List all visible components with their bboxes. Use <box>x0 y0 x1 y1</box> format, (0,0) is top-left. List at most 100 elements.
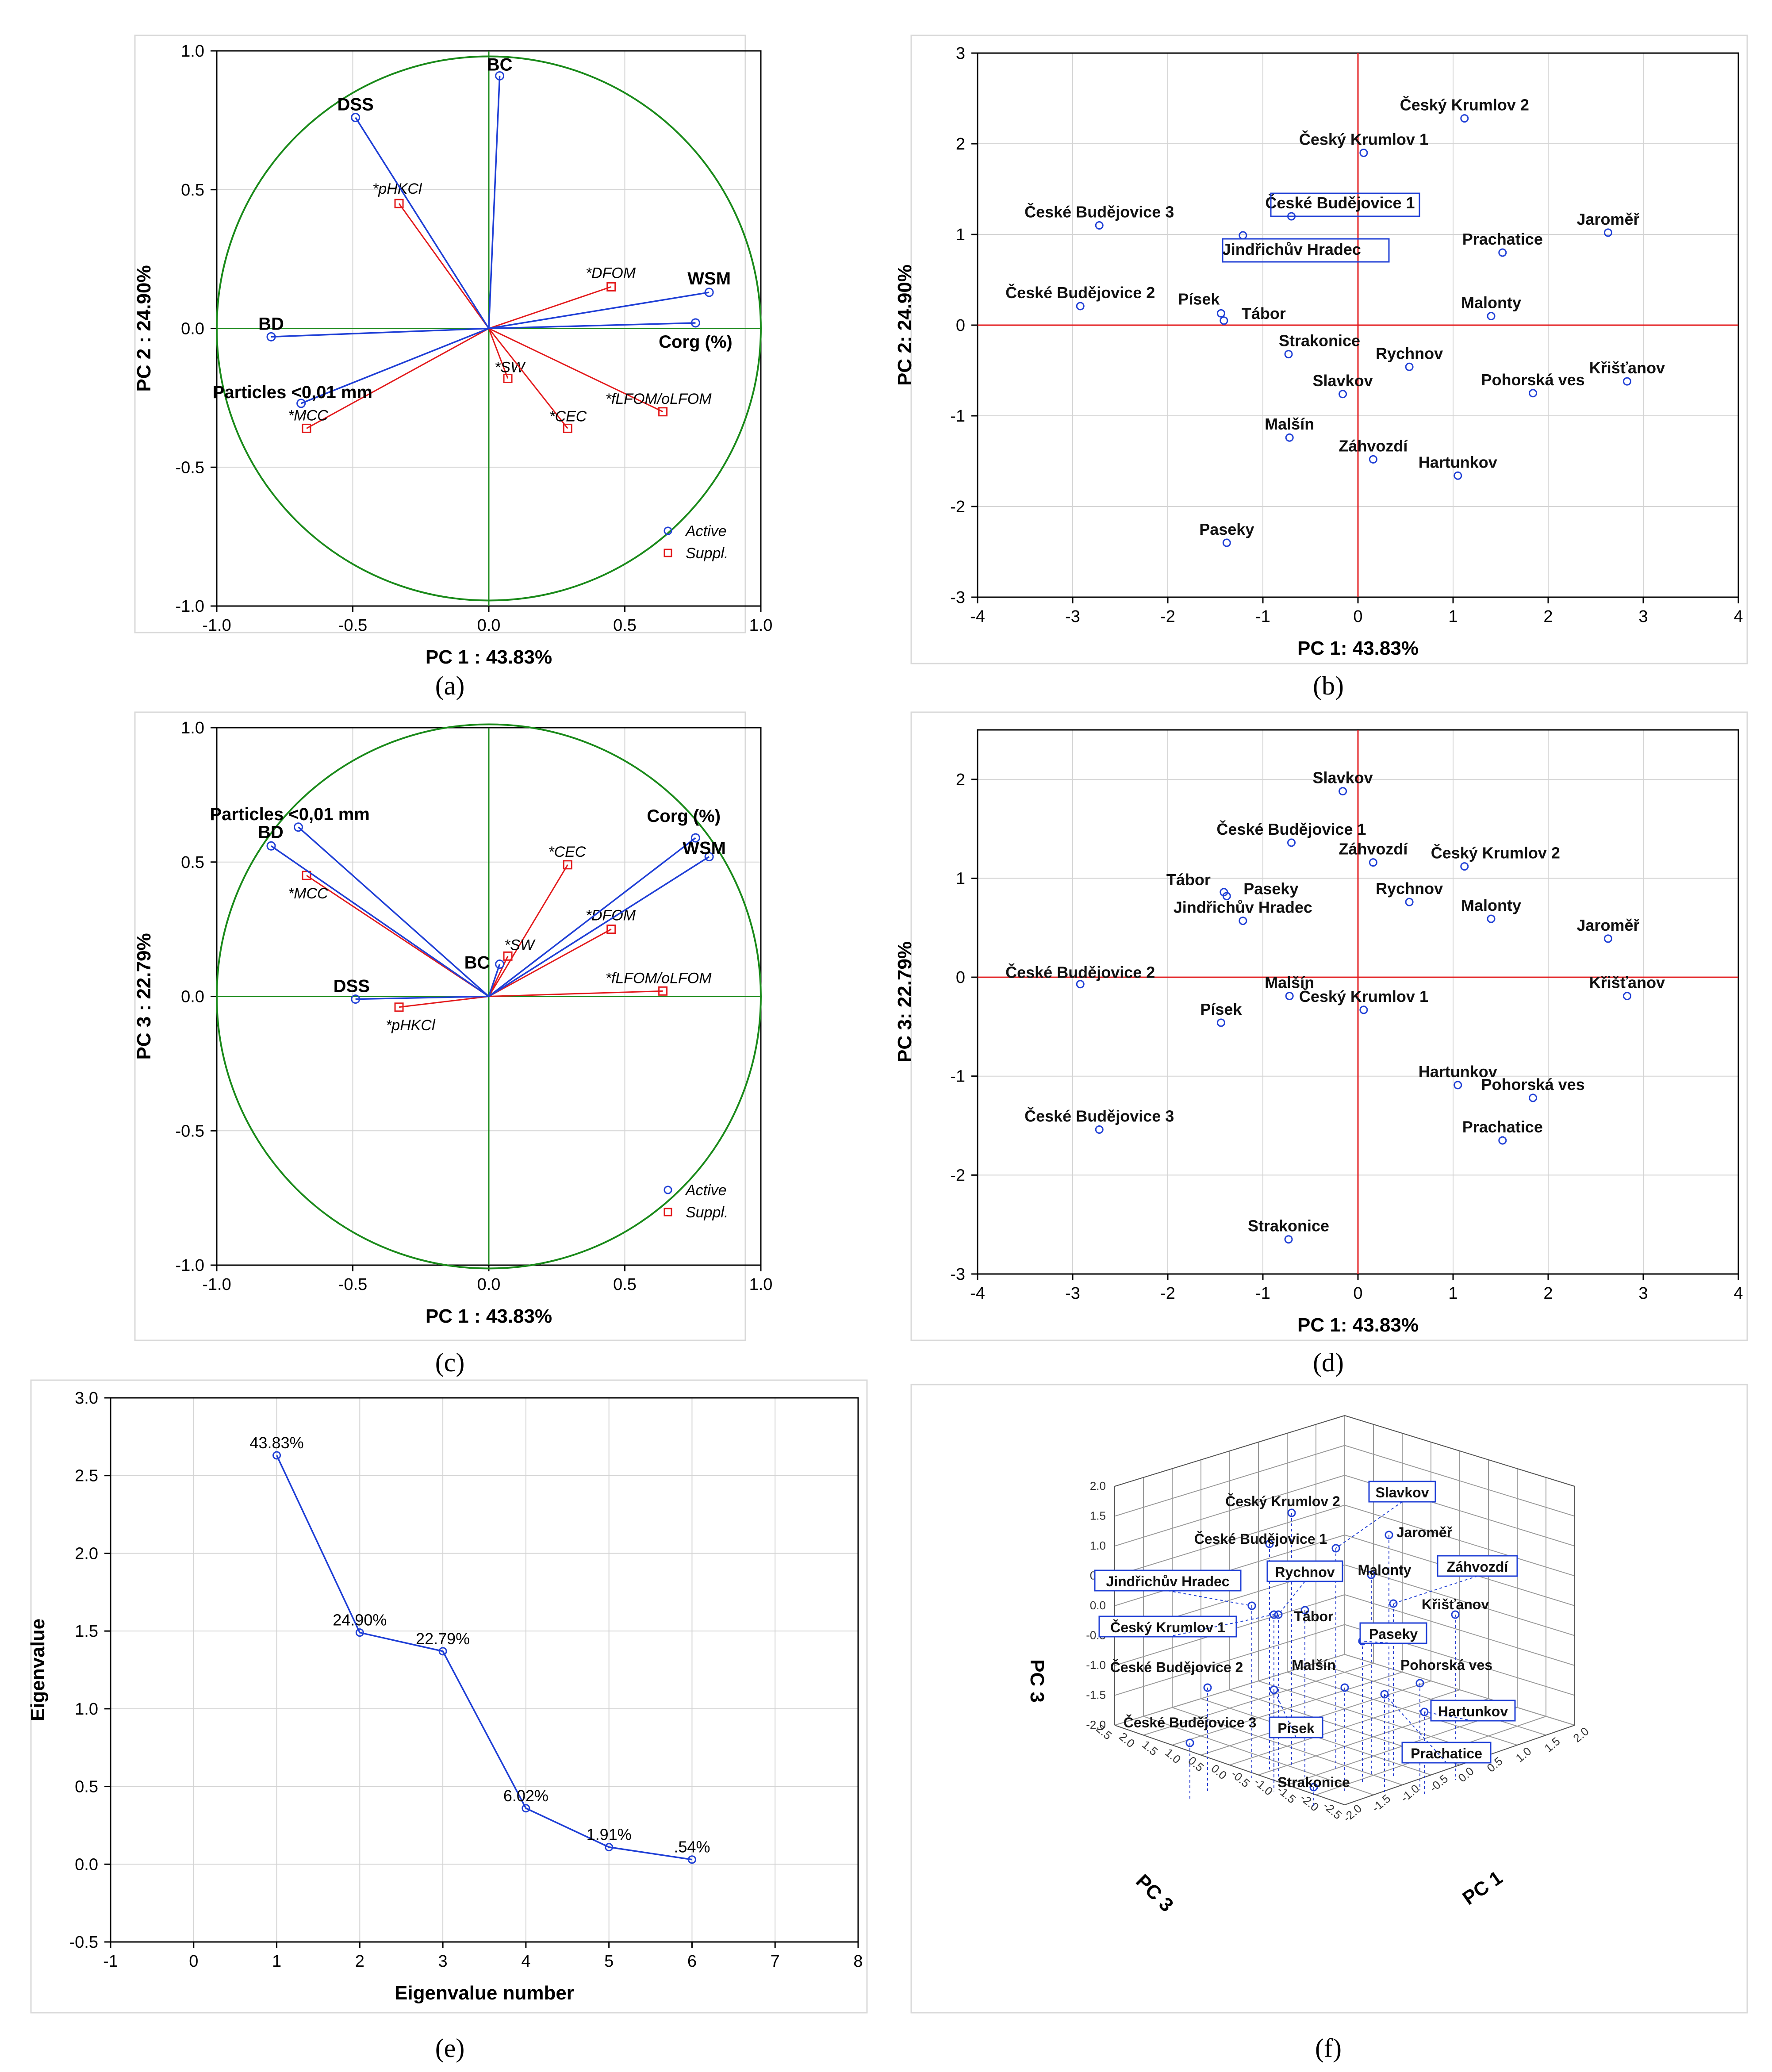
point-label: Malšín <box>1265 974 1314 992</box>
panel-f-frame <box>910 1384 1748 2014</box>
floor-grid <box>1316 1663 1546 1736</box>
x-tick-label: 1 <box>1448 607 1457 626</box>
score-point <box>1239 917 1247 925</box>
score-point <box>1216 309 1225 318</box>
active-vector <box>488 322 696 330</box>
active-vector <box>298 826 490 997</box>
x-tick-label: 4 <box>521 1952 530 1971</box>
box-edge <box>1344 1725 1575 1805</box>
x-tick-label: 7 <box>771 1952 780 1971</box>
point-3d <box>1420 1707 1429 1716</box>
eigen-data-label: 22.79% <box>416 1630 470 1648</box>
point-label: Hartunkov <box>1438 1704 1508 1719</box>
point-label: Malonty <box>1358 1562 1411 1578</box>
x-axis-label: Eigenvalue number <box>395 1982 574 2004</box>
active-vector <box>488 856 710 997</box>
wall-grid <box>1344 1445 1575 1517</box>
point-label: České Budějovice 3 <box>1024 1106 1174 1125</box>
y-tick-label: -0.5 <box>69 1933 98 1952</box>
eigen-data-label: 24.90% <box>333 1611 387 1629</box>
point-label: Hartunkov <box>1419 1063 1497 1081</box>
suppl-vector <box>488 990 663 997</box>
y-tick-label: 0.0 <box>181 320 204 338</box>
active-point <box>266 841 276 851</box>
x-tick-label: 2 <box>1543 607 1553 626</box>
point-label: Tábor <box>1242 304 1286 322</box>
y-tick-label: 2 <box>956 135 965 153</box>
point-label: Křišťanov <box>1422 1596 1489 1612</box>
score-point <box>1222 892 1231 901</box>
panel-c-frame <box>134 711 746 1341</box>
suppl-point <box>503 373 513 383</box>
score-point <box>1369 858 1377 867</box>
y-tick-label: 3 <box>956 44 965 63</box>
label-leader <box>1273 1689 1296 1738</box>
point-label: Strakonice <box>1248 1217 1329 1235</box>
suppl-label: *fLFOM/oLFOM <box>606 970 712 986</box>
point-3d <box>1270 1685 1278 1694</box>
point-label: Malšín <box>1265 415 1314 433</box>
point-label: Slavkov <box>1376 1485 1429 1500</box>
panel-d-marks: Slavkov České Budějovice 1 Záhvozdí Český K… <box>978 730 1738 1274</box>
point-label: Jaroměř <box>1576 916 1639 934</box>
point-3d <box>1300 1606 1309 1615</box>
score-point <box>1405 362 1414 371</box>
point-label: Strakonice <box>1277 1774 1350 1790</box>
label-box <box>1098 1615 1237 1638</box>
active-vector <box>301 327 489 404</box>
point-3d <box>1389 1599 1398 1608</box>
active-vector <box>488 76 501 329</box>
x-tick-label: 3 <box>438 1952 448 1971</box>
score-point <box>1284 350 1293 359</box>
y-axis-label: PC 3 : 22.79% <box>133 933 155 1059</box>
label-box <box>1437 1555 1518 1577</box>
x-tick-label: -0.5 <box>338 616 367 635</box>
score-point <box>1405 898 1414 906</box>
y-tick-label: 0.0 <box>75 1855 98 1874</box>
y-tick-label: 1.5 <box>75 1622 98 1641</box>
suppl-vector <box>399 996 489 1008</box>
score-point <box>1454 1081 1462 1090</box>
active-label: Corg (%) <box>659 332 733 352</box>
box-edge <box>1114 1415 1345 1487</box>
score-point <box>1460 862 1469 871</box>
y-tick-label: 1 <box>956 226 965 244</box>
eigen-point <box>687 1855 696 1864</box>
suppl-point <box>563 860 572 870</box>
suppl-vector <box>488 328 509 379</box>
eigen-point <box>605 1843 614 1852</box>
point-label: Písek <box>1277 1720 1315 1736</box>
suppl-vector <box>488 929 612 997</box>
panel-b-frame <box>910 35 1748 664</box>
suppl-point <box>658 986 668 996</box>
y-tick-label: -2 <box>950 1166 965 1185</box>
eigen-line <box>276 1455 692 1861</box>
score-point <box>1222 538 1231 547</box>
eigen-point <box>272 1451 281 1460</box>
legend-suppl-label: Suppl. <box>686 545 728 562</box>
suppl-point <box>606 282 616 292</box>
y-tick-label: 2.5 <box>75 1467 98 1485</box>
eigen-data-label: 1.91% <box>587 1826 632 1844</box>
x-tick-label: 0 <box>1353 607 1362 626</box>
score-point <box>1529 1094 1538 1102</box>
point-label: Rychnov <box>1376 344 1443 362</box>
active-vector <box>488 292 710 330</box>
point-label: České Budějovice 3 <box>1024 203 1174 221</box>
x-tick-label: 8 <box>853 1952 863 1971</box>
panel-e-axes: -1 0 1 2 3 4 5 6 7 8 3.0 2.5 2.0 1.5 1.0 0.5 0.0 -0.5 Eige… <box>27 1389 863 2004</box>
z-tick-label: 1.5 <box>1090 1509 1106 1523</box>
point-label: Český Krumlov 2 <box>1431 844 1560 862</box>
score-point <box>1498 248 1507 257</box>
point-3d <box>1331 1544 1340 1553</box>
point-label: Rychnov <box>1275 1564 1335 1580</box>
y-axis-label: PC 3: 22.79% <box>894 941 916 1063</box>
suppl-label: *MCC <box>288 885 328 902</box>
suppl-vector <box>306 328 489 429</box>
z-tick-label: -2.0 <box>1086 1718 1106 1731</box>
x-tick-label: -4 <box>970 1284 985 1303</box>
x-tick-label: -2 <box>1160 1284 1175 1303</box>
active-label: DSS <box>338 95 374 115</box>
x-axis-label: PC 1 : 43.83% <box>426 646 552 668</box>
suppl-point <box>503 951 513 961</box>
